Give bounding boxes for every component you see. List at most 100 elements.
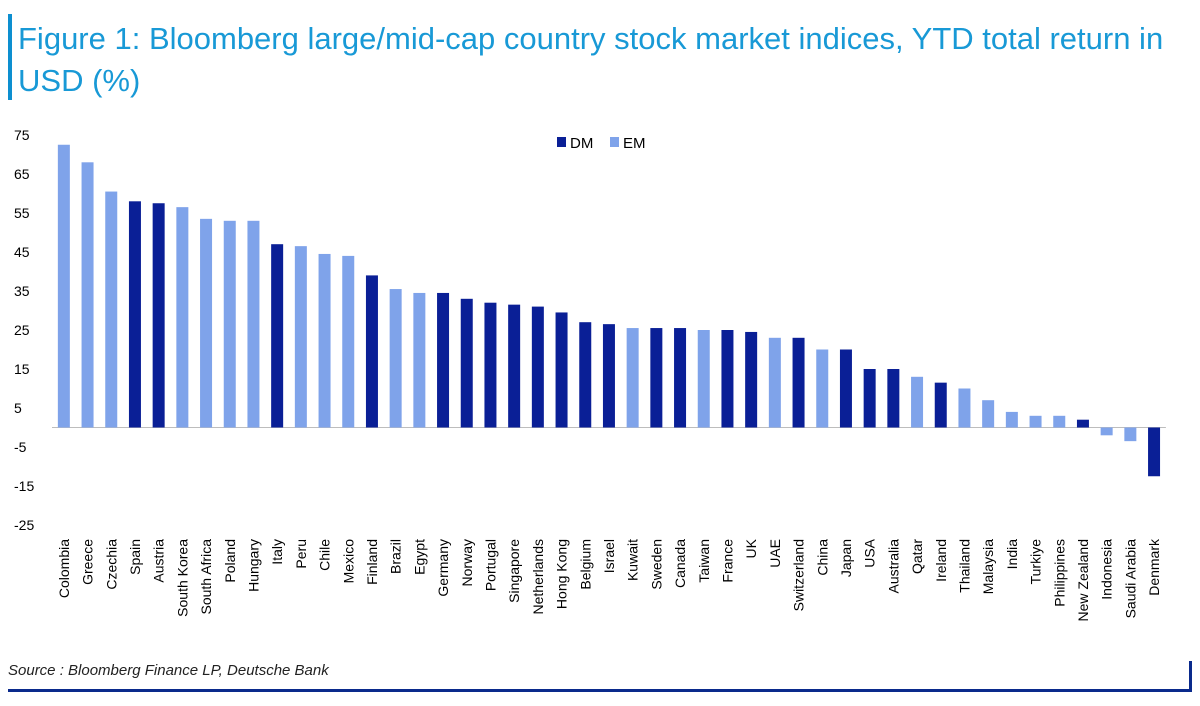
category-label: Egypt [411, 539, 427, 575]
bar [128, 201, 141, 428]
category-label: Indonesia [1099, 539, 1115, 600]
y-tick-label: 5 [14, 400, 22, 416]
bar [1029, 415, 1042, 428]
category-label: New Zealand [1075, 539, 1091, 622]
category-label: Poland [222, 539, 238, 583]
category-label: Qatar [909, 539, 925, 574]
legend-em-swatch [610, 137, 619, 147]
category-label: USA [862, 538, 878, 567]
y-tick-label: 75 [14, 127, 30, 143]
bar [792, 337, 805, 428]
category-label: UK [743, 538, 759, 558]
category-label: Canada [672, 539, 688, 588]
bar [413, 292, 426, 428]
bar [81, 162, 94, 428]
category-label: Norway [459, 539, 475, 586]
y-tick-label: 55 [14, 205, 30, 221]
bar [223, 220, 236, 428]
y-tick-label: -5 [14, 439, 27, 455]
bar [152, 203, 165, 428]
bar [105, 191, 118, 428]
bars [57, 144, 1161, 477]
bar [721, 330, 734, 428]
category-label: China [814, 539, 830, 576]
bar [318, 253, 331, 428]
category-label: Sweden [648, 539, 664, 590]
category-label: Turkiye [1028, 539, 1044, 585]
category-label: Mexico [340, 539, 356, 584]
category-label: Czechia [103, 539, 119, 590]
bar [531, 306, 544, 428]
bar [911, 376, 924, 428]
bar [958, 388, 971, 428]
bar [650, 328, 663, 428]
category-label: France [719, 539, 735, 583]
bar [508, 304, 521, 428]
bar [342, 255, 355, 428]
bar [1124, 427, 1137, 442]
bar [602, 324, 615, 428]
bar [57, 144, 70, 428]
category-label: Austria [151, 539, 167, 583]
bar [768, 337, 781, 428]
category-label: Philippines [1051, 539, 1067, 607]
y-tick-label: -15 [14, 478, 34, 494]
y-tick-label: 45 [14, 244, 30, 260]
legend-dm-swatch [557, 137, 566, 147]
legend: DM EM [557, 135, 646, 152]
source-note: Source : Bloomberg Finance LP, Deutsche … [8, 662, 329, 679]
title-accent-bar [8, 14, 12, 100]
bar [294, 246, 307, 428]
bar [460, 298, 473, 428]
category-label: Hong Kong [554, 539, 570, 609]
category-label: Hungary [245, 539, 261, 592]
bar [484, 302, 497, 428]
bar [200, 218, 213, 428]
bar [745, 331, 758, 428]
category-label: Greece [80, 539, 96, 585]
bar [389, 289, 402, 428]
bar [555, 312, 568, 428]
category-label: India [1004, 539, 1020, 570]
category-label: Peru [293, 539, 309, 569]
category-label: Netherlands [530, 539, 546, 615]
bar [934, 382, 947, 428]
category-label: South Africa [198, 539, 214, 615]
bar [1053, 415, 1066, 428]
category-label: Portugal [482, 539, 498, 591]
category-label: Japan [838, 539, 854, 577]
category-label: Chile [317, 539, 333, 571]
category-label: Singapore [506, 539, 522, 603]
footer-rule-corner [1189, 661, 1192, 692]
bar [863, 369, 876, 428]
legend-dm-label: DM [570, 135, 593, 152]
category-label: Kuwait [625, 539, 641, 581]
bar [816, 349, 829, 428]
bar [982, 400, 995, 428]
category-label: Saudi Arabia [1122, 539, 1138, 619]
category-label: Malaysia [980, 539, 996, 594]
category-label: Switzerland [791, 539, 807, 611]
category-label: Taiwan [696, 539, 712, 583]
y-tick-label: 25 [14, 322, 30, 338]
bar-chart: 75 65 55 45 35 25 15 5 -5 -15 -25 Colombia Greece Cz… [14, 127, 1166, 622]
legend-em-label: EM [623, 135, 646, 152]
y-tick-label: 35 [14, 283, 30, 299]
bar [1100, 427, 1113, 436]
bar [437, 292, 450, 428]
category-label: Australia [885, 539, 901, 594]
bar [1148, 427, 1161, 477]
category-label: UAE [767, 539, 783, 568]
chart-title: Figure 1: Bloomberg large/mid-cap countr… [18, 21, 1164, 98]
category-label: Germany [435, 539, 451, 597]
bar [674, 328, 687, 428]
bar [1005, 411, 1018, 428]
bar [839, 349, 852, 428]
y-tick-label: 65 [14, 166, 30, 182]
category-label: Ireland [933, 539, 949, 582]
category-label: Thailand [956, 539, 972, 593]
category-label: Spain [127, 539, 143, 575]
bar [247, 220, 260, 428]
category-label: South Korea [174, 539, 190, 617]
y-tick-label: -25 [14, 517, 34, 533]
